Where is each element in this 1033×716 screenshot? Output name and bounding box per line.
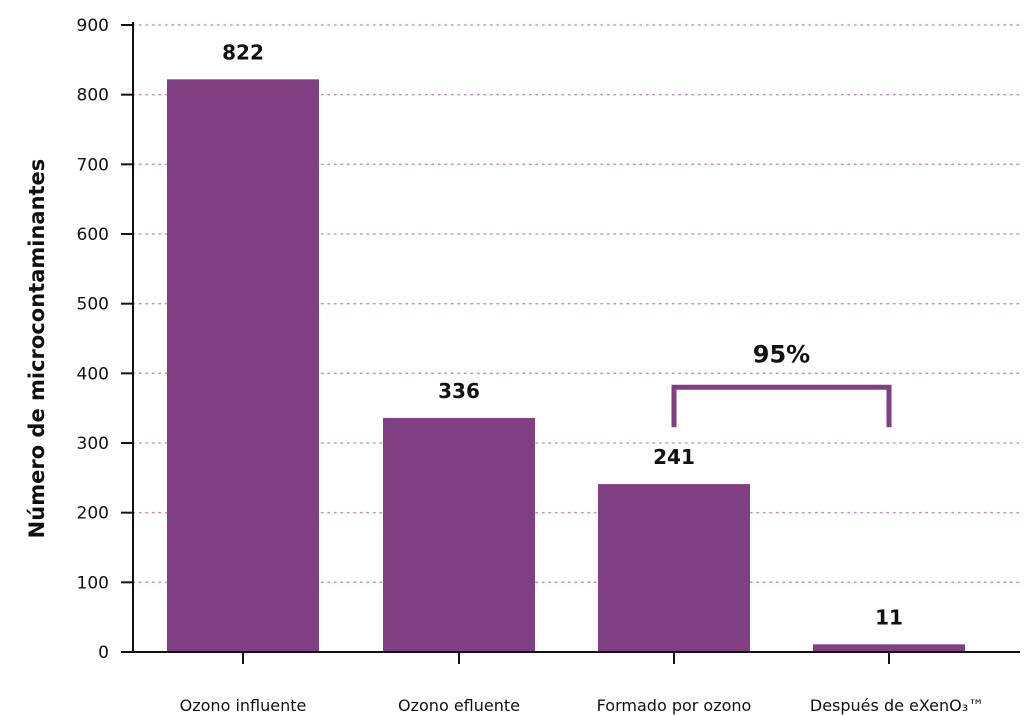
bar <box>167 79 319 653</box>
x-category-label: Formado por ozono <box>597 696 752 715</box>
y-tick-label: 500 <box>77 295 109 315</box>
bar <box>598 484 750 652</box>
y-axis-title: Número de microcontaminantes <box>25 159 49 539</box>
value-labels: 822 336 241 11 <box>222 40 903 629</box>
x-ticks: Ozono influente Ozono efluente Formado por… <box>180 652 984 715</box>
y-tick-label: 100 <box>77 573 109 593</box>
y-tick-label: 300 <box>77 434 109 454</box>
y-ticks: 0 100 200 300 400 500 600 700 800 900 <box>77 16 133 663</box>
annotation: 95% <box>671 340 892 428</box>
grid-lines <box>132 24 1021 584</box>
x-category-label: Ozono efluente <box>398 696 520 715</box>
y-tick-label: 900 <box>77 16 109 36</box>
y-tick-label: 200 <box>77 504 109 524</box>
bar-value-label: 241 <box>653 445 695 469</box>
axes <box>132 22 1020 653</box>
bar <box>813 644 965 652</box>
bar-value-label: 336 <box>438 379 480 403</box>
y-tick-label: 400 <box>77 364 109 384</box>
x-category-label: Ozono influente <box>180 696 307 715</box>
reduction-bracket <box>671 384 892 428</box>
bar-value-label: 11 <box>875 605 903 629</box>
y-tick-label: 0 <box>98 643 109 663</box>
y-tick-label: 700 <box>77 155 109 175</box>
y-tick-label: 800 <box>77 86 109 106</box>
y-tick-label: 600 <box>77 225 109 245</box>
bar-value-label: 822 <box>222 40 264 64</box>
reduction-percentage-label: 95% <box>753 340 810 368</box>
bars <box>167 79 965 653</box>
x-category-label: Después de eXenO₃™ <box>810 696 984 715</box>
bar <box>383 417 535 652</box>
